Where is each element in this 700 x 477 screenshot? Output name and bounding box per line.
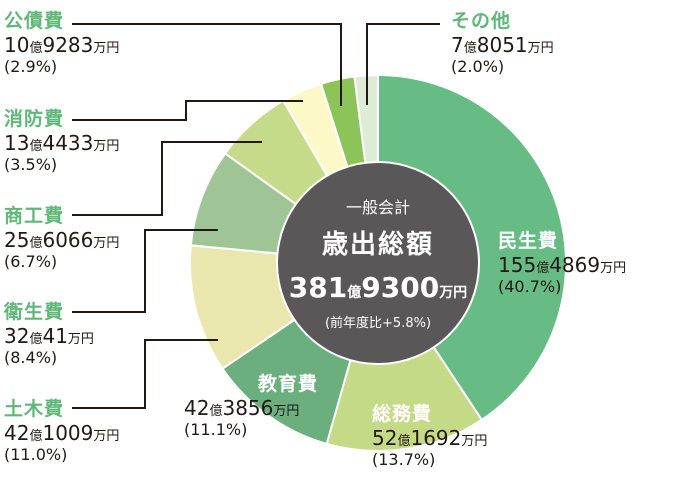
label-minsei: 民生費 155億4869万円 (40.7%) xyxy=(498,230,627,296)
label-kosai: 公債費 10億9283万円 (2.9%) xyxy=(4,10,120,76)
center-subtitle: 一般会計 xyxy=(345,198,410,217)
label-doboku: 土木費 42億1009万円 (11.0%) xyxy=(4,398,120,464)
label-eisei: 衛生費 32億41万円 (8.4%) xyxy=(4,301,94,367)
leader-line xyxy=(72,141,262,216)
label-shobo: 消防費 13億4433万円 (3.5%) xyxy=(4,108,120,174)
center-change: (前年度比+5.8%) xyxy=(324,316,432,331)
leader-line xyxy=(366,23,440,105)
leader-line xyxy=(72,23,342,106)
label-sonota: その他 7億8051万円 (2.0%) xyxy=(451,10,554,76)
center-title: 歳出総額 xyxy=(321,230,434,260)
leader-line xyxy=(72,229,218,313)
label-shoko: 商工費 25億6066万円 (6.7%) xyxy=(4,205,120,271)
leader-line xyxy=(72,100,303,121)
leader-line xyxy=(72,339,218,409)
label-kyoiku: 教育費 42億3856万円 (11.1%) xyxy=(184,373,319,439)
center-total: 381億9300万円 xyxy=(288,271,468,304)
label-somu: 総務費 52億1692万円 (13.7%) xyxy=(372,403,488,469)
center-summary: 一般会計 歳出総額 381億9300万円 (前年度比+5.8%) xyxy=(278,160,478,362)
center-circle xyxy=(276,161,480,365)
